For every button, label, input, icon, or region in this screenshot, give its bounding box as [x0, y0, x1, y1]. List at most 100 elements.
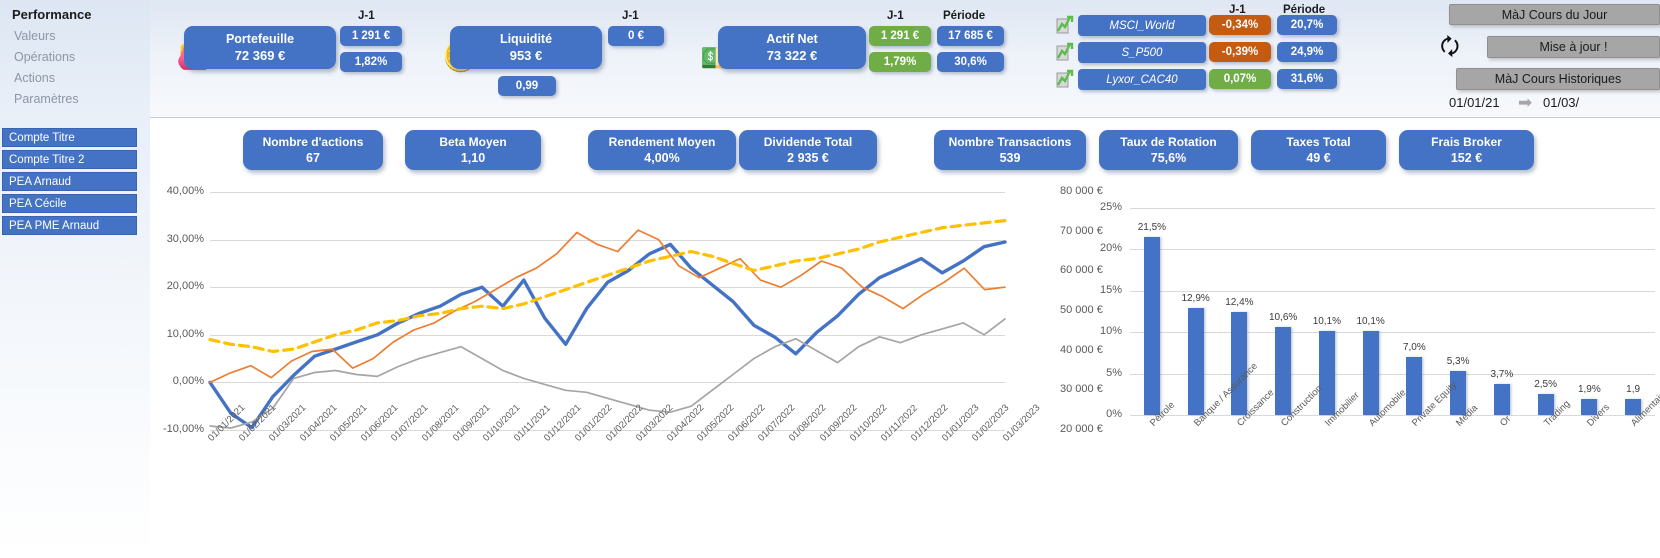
bar [1537, 394, 1554, 415]
index-lyxor-cac40-j1: 0,07% [1209, 69, 1271, 89]
kpi-taux-rotation: Taux de Rotation 75,6% [1099, 130, 1238, 170]
col-header-periode-actif: Période [943, 10, 986, 22]
account-pea-pme-arnaud[interactable]: PEA PME Arnaud [2, 216, 137, 235]
kpi-frais-broker: Frais Broker 152 € [1399, 130, 1534, 170]
card-actif-net-value: 73 322 € [766, 47, 818, 63]
account-compte-titre-2[interactable]: Compte Titre 2 [2, 150, 137, 169]
y-axis-tick-right: 70 000 € [1060, 224, 1103, 237]
gridline [210, 287, 1005, 289]
bar-value-label: 5,3% [1446, 356, 1470, 368]
account-compte-titre[interactable]: Compte Titre [2, 128, 137, 147]
index-button-sp500[interactable]: S_P500 [1078, 42, 1206, 63]
gridline [210, 334, 1005, 336]
mise-a-jour-button[interactable]: Mise à jour ! [1487, 36, 1660, 58]
line-series-valeur-du-portefeuille [209, 318, 1006, 429]
gridline [210, 192, 1005, 193]
actif-net-j1-amount: 1 291 € [869, 26, 931, 46]
y-axis-tick-left: 40,00% [166, 185, 204, 197]
performance-line-chart[interactable]: -10,00% 0,00% 10,00% 20,00% 30,00% 40,00% 20 … [150, 180, 1103, 558]
y-axis-tick-left: 30,00% [166, 232, 204, 245]
card-actif-net-title: Actif Net [766, 31, 818, 46]
date-to-label[interactable]: 01/03/ [1543, 95, 1580, 110]
col-header-j1-liquidite: J-1 [622, 10, 639, 22]
index-lyxor-cac40-periode: 31,6% [1277, 69, 1337, 89]
y-axis-tick-right: 60 000 € [1060, 264, 1103, 277]
chart-up-icon [1056, 15, 1078, 35]
bar-value-label: 10,6% [1268, 312, 1298, 324]
gridline [1130, 373, 1655, 375]
nav-item-actions[interactable]: Actions [14, 71, 55, 85]
bar-value-label: 2,5% [1534, 379, 1558, 391]
gridline [1130, 332, 1655, 334]
left-nav: Performance Valeurs Opérations Actions P… [0, 0, 150, 118]
bar-y-axis-tick: 5% [1106, 366, 1122, 379]
kpi-value: 539 [999, 150, 1021, 165]
kpi-value: 75,6% [1150, 150, 1187, 165]
maj-cours-historiques-button[interactable]: MàJ Cours Historiques [1456, 68, 1660, 90]
bar [1318, 331, 1335, 415]
kpi-title: Taux de Rotation [1120, 134, 1217, 149]
gridline [210, 382, 1005, 384]
card-liquidite-title: Liquidité [499, 31, 553, 46]
kpi-title: Rendement Moyen [608, 134, 716, 149]
bar-value-label: 10,1% [1312, 316, 1342, 328]
card-liquidite-value: 953 € [509, 47, 543, 63]
liquidite-ratio: 0,99 [498, 76, 556, 96]
bar-y-axis-tick: 20% [1099, 242, 1122, 255]
gridline [210, 239, 1005, 241]
account-panel: Compte Titre Compte Titre 2 PEA Arnaud P… [0, 118, 150, 558]
gridline [1130, 249, 1655, 251]
bar-value-label: 21,5% [1137, 221, 1167, 233]
gridline [1130, 290, 1655, 292]
account-pea-arnaud[interactable]: PEA Arnaud [2, 172, 137, 191]
index-sp500-periode: 24,9% [1277, 42, 1337, 62]
kpi-nombre-transactions: Nombre Transactions 539 [934, 130, 1086, 170]
bar-value-label: 1,9% [1577, 384, 1601, 396]
bar [1231, 312, 1248, 415]
maj-cours-du-jour-button[interactable]: MàJ Cours du Jour [1449, 4, 1660, 25]
kpi-strip: Nombre d'actions 67 Beta Moyen 1,10 Rend… [150, 118, 1660, 180]
sector-allocation-bar-chart[interactable]: 0% 5% 10% 15% 20% 25% 21,5% 12,9% 12,4% 10,6% 10,… [1070, 180, 1660, 558]
kpi-title: Beta Moyen [439, 134, 507, 149]
liquidite-j1-amount: 0 € [608, 26, 664, 46]
chart-up-icon [1056, 42, 1078, 62]
bar-y-axis-tick: 0% [1106, 408, 1122, 420]
gridline [1130, 208, 1655, 209]
bar-value-label: 3,7% [1490, 369, 1514, 381]
actif-net-periode-amount: 17 685 € [937, 26, 1004, 46]
card-portefeuille-value: 72 369 € [234, 47, 286, 63]
y-axis-tick-right: 40 000 € [1060, 343, 1103, 356]
refresh-icon[interactable]: 🗘 [1440, 34, 1460, 59]
kpi-title: Taxes Total [1286, 134, 1351, 149]
nav-item-parametres[interactable]: Paramètres [14, 92, 79, 106]
kpi-value: 152 € [1450, 150, 1483, 165]
index-msci-world-j1: -0,34% [1209, 15, 1271, 35]
card-liquidite: Liquidité 953 € [450, 26, 602, 69]
actif-net-j1-percent: 1,79% [869, 52, 931, 72]
date-from-label[interactable]: 01/01/21 [1449, 95, 1500, 110]
line-series-indice-de-r-f-rence [209, 229, 1006, 384]
kpi-beta-moyen: Beta Moyen 1,10 [405, 130, 541, 170]
banner-divider [150, 117, 1660, 118]
kpi-title: Nombre Transactions [948, 134, 1072, 149]
index-button-lyxor-cac40[interactable]: Lyxor_CAC40 [1078, 69, 1206, 90]
actif-net-periode-percent: 30,6% [937, 52, 1004, 72]
card-portefeuille-title: Portefeuille [225, 31, 295, 46]
nav-item-valeurs[interactable]: Valeurs [14, 29, 56, 43]
arrow-right-icon: ➡ [1518, 93, 1533, 112]
kpi-rendement-moyen: Rendement Moyen 4,00% [588, 130, 736, 170]
col-header-j1-indices: J-1 [1229, 4, 1246, 16]
index-button-msci-world[interactable]: MSCI_World [1078, 15, 1206, 36]
y-axis-tick-right: 80 000 € [1060, 185, 1103, 197]
bar [1362, 331, 1379, 415]
bar-value-label: 10,1% [1356, 316, 1385, 328]
account-pea-cecile[interactable]: PEA Cécile [2, 194, 137, 213]
kpi-value: 1,10 [460, 150, 486, 165]
bar [1143, 236, 1160, 415]
line-series-portefeuille [208, 240, 1007, 430]
y-axis-tick-left: -10,00% [163, 423, 204, 435]
nav-item-operations[interactable]: Opérations [14, 50, 76, 64]
line-chart-plot [208, 219, 1007, 430]
index-sp500-j1: -0,39% [1209, 42, 1271, 62]
bar [1625, 399, 1642, 415]
